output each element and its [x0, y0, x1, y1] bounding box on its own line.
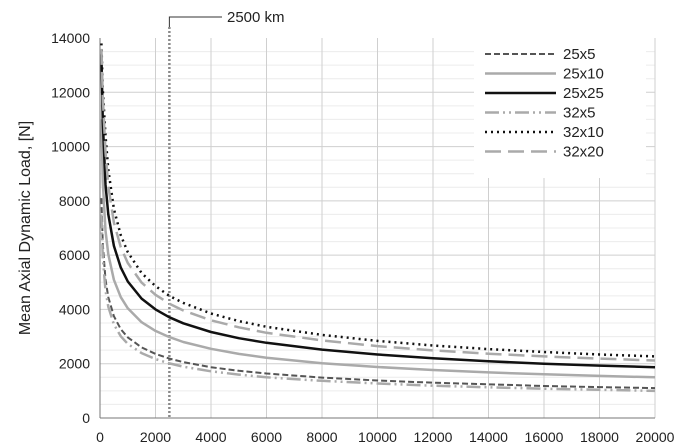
legend-label-32x20: 32x20	[563, 144, 604, 161]
y-tick-label: 8000	[59, 193, 90, 209]
y-tick-label: 0	[82, 410, 90, 426]
y-axis-label: Mean Axial Dynamic Load, [N]	[17, 121, 34, 335]
x-tick-label: 20000	[636, 429, 675, 445]
annotation-leader-line	[168, 16, 222, 27]
x-tick-label: 6000	[251, 429, 282, 445]
y-tick-label: 4000	[59, 301, 90, 317]
legend-label-32x5: 32x5	[563, 105, 596, 122]
x-tick-label: 16000	[525, 429, 564, 445]
series-line-25x25	[100, 54, 656, 369]
y-tick-label: 10000	[51, 139, 90, 155]
x-tick-label: 2000	[140, 429, 171, 445]
y-tick-label: 6000	[59, 247, 90, 263]
x-tick-label: 0	[96, 429, 104, 445]
legend: 25x5 25x10 25x25 32x5 32x10 32x20	[474, 38, 646, 178]
y-tick-label: 12000	[51, 84, 90, 100]
annotation-2500km: 2500 km	[168, 9, 285, 418]
axes	[99, 38, 655, 419]
legend-label-25x25: 25x25	[563, 85, 604, 102]
y-tick-label: 2000	[59, 356, 90, 372]
series-line-32x10	[100, 43, 656, 358]
x-tick-label: 12000	[414, 429, 453, 445]
legend-label-32x10: 32x10	[563, 124, 604, 141]
legend-label-25x5: 25x5	[563, 46, 596, 63]
series-lines	[100, 43, 656, 393]
y-tick-label: 14000	[51, 30, 90, 46]
legend-label-25x10: 25x10	[563, 66, 604, 83]
x-tick-label: 8000	[306, 429, 337, 445]
y-tick-labels: 0 2000 4000 6000 8000 10000 12000 14000	[51, 30, 90, 426]
x-tick-label: 14000	[469, 429, 508, 445]
series-line-25x5	[100, 198, 656, 390]
x-tick-label: 10000	[358, 429, 397, 445]
x-tick-label: 4000	[195, 429, 226, 445]
series-line-25x10	[100, 119, 656, 379]
annotation-label: 2500 km	[227, 9, 285, 26]
series-line-32x20	[100, 48, 656, 362]
legend-background	[474, 38, 646, 178]
x-tick-labels: 0 2000 4000 6000 8000 10000 12000 14000 16000 180…	[96, 429, 675, 445]
series-line-32x5	[100, 214, 656, 393]
x-tick-label: 18000	[580, 429, 619, 445]
